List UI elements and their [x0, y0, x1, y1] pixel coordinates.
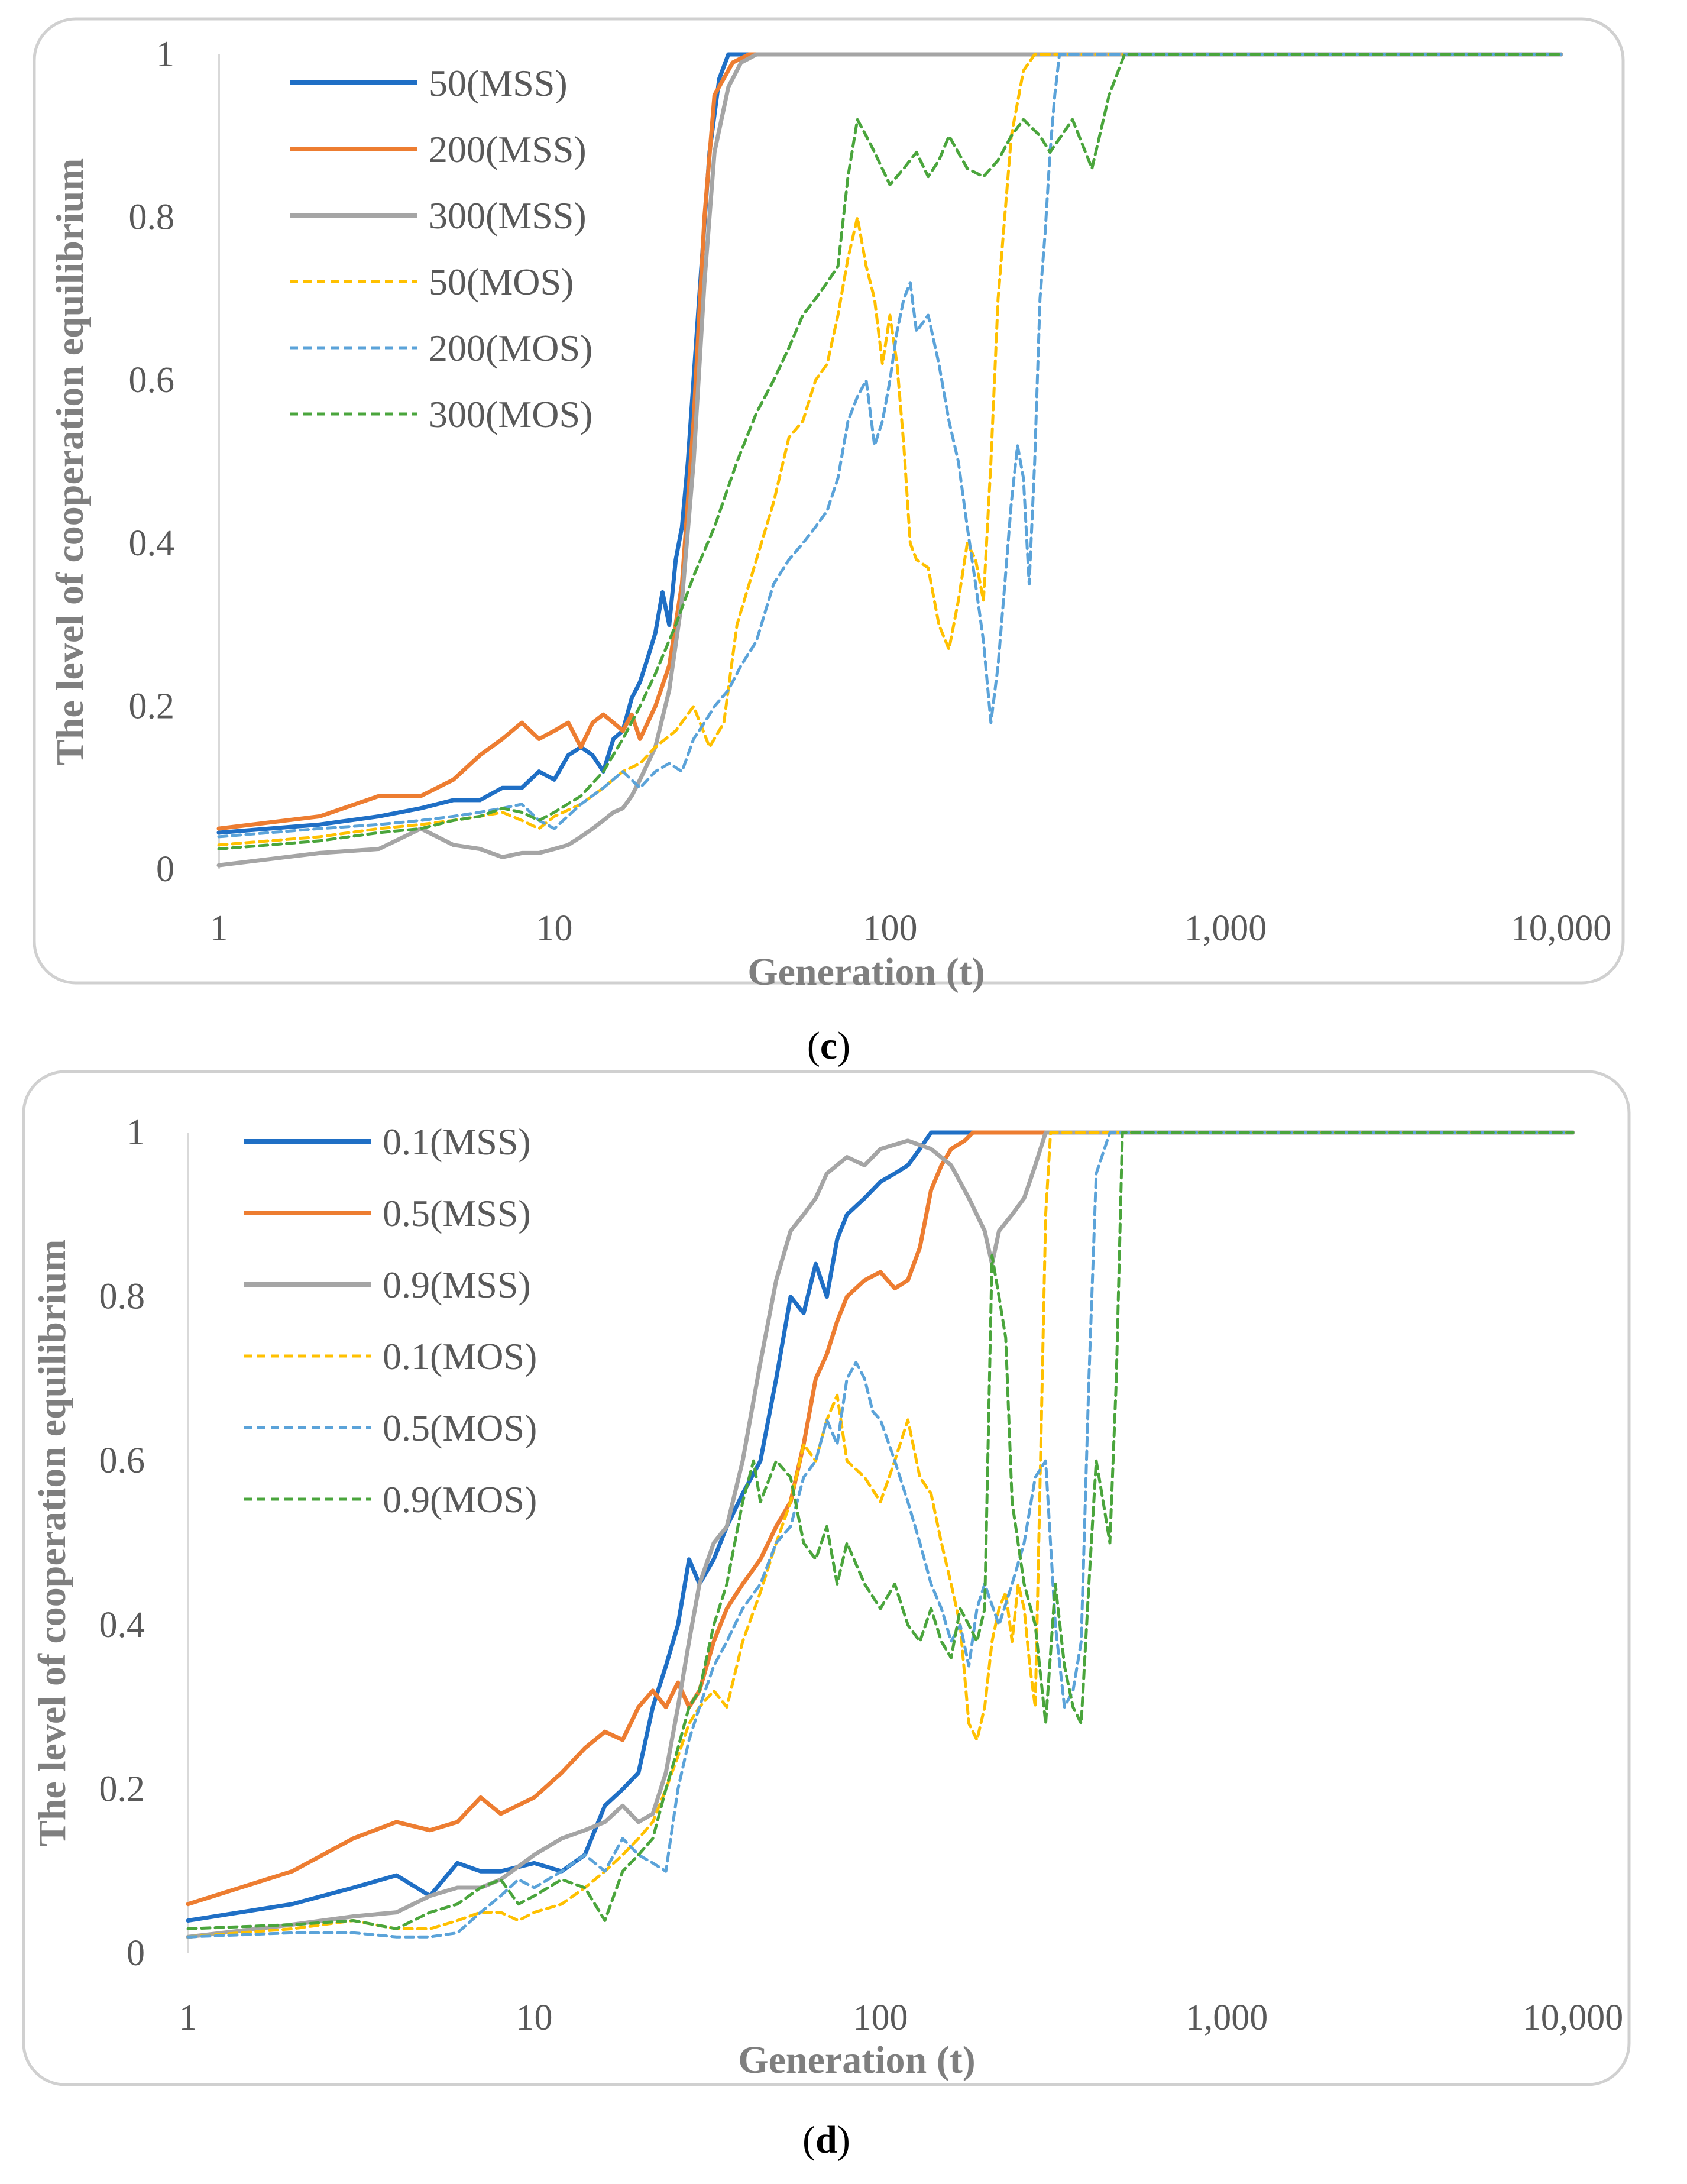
x-axis-title: Generation (t): [747, 950, 985, 994]
legend-entry: 300(MOS): [429, 393, 592, 435]
y-tick-label: 0.4: [99, 1605, 145, 1645]
chart-panel-c: 0 0.2 0.4 0.6 0.8 1 1 10 100 1,000 10,000 Generatio…: [33, 17, 1625, 1067]
y-tick-label: 1: [156, 34, 174, 75]
x-tick-label: 10: [536, 908, 573, 949]
legend-entry: 200(MOS): [429, 327, 592, 369]
series-line: [186, 1131, 1575, 1939]
chart-panel-d: 0 0.2 0.4 0.6 0.8 1 1 10 100 1,000 10,000 Generatio…: [22, 1070, 1631, 2162]
series-line: [216, 52, 1563, 831]
panel-letter: c: [820, 1024, 837, 1067]
legend-entry: 50(MOS): [429, 261, 574, 303]
x-tick-label: 1: [210, 908, 228, 949]
chart-frame: [22, 1070, 1631, 2086]
x-tick-label: 100: [853, 1998, 908, 2038]
y-axis-title: The level of cooperation equilibrium: [48, 158, 92, 766]
panel-caption: (d): [802, 2118, 850, 2162]
legend-entry: 0.1(MSS): [383, 1121, 531, 1163]
y-tick-label: 0.6: [99, 1441, 145, 1481]
panel-letter: d: [815, 2118, 837, 2162]
y-tick-label: 0.6: [129, 360, 175, 400]
legend-entry: 300(MSS): [429, 195, 587, 237]
y-tick-label: 0.8: [99, 1277, 145, 1317]
legend-entry: 50(MSS): [429, 62, 568, 104]
series-line: [217, 53, 1563, 847]
x-tick-label: 10: [516, 1998, 553, 2038]
series-line: [217, 53, 1563, 839]
x-tick-label: 1: [179, 1998, 197, 2038]
chart-frame: [33, 17, 1625, 985]
legend-entry: 200(MSS): [429, 128, 587, 170]
legend-entry: 0.9(MSS): [383, 1264, 531, 1306]
x-tick-label: 100: [863, 908, 918, 949]
x-axis-title: Generation (t): [738, 2039, 975, 2082]
legend: 0.1(MSS) 0.5(MSS) 0.9(MSS) 0.1(MOS) 0.5(MOS)…: [244, 1121, 537, 1520]
series-line: [216, 52, 1563, 835]
y-tick-label: 0.2: [99, 1769, 145, 1809]
series-line: [186, 1131, 1575, 1939]
y-tick-label: 0: [156, 849, 174, 889]
x-tick-label: 1,000: [1186, 1998, 1268, 2038]
y-tick-label: 0.8: [129, 198, 175, 238]
x-tick-label: 1,000: [1184, 908, 1267, 949]
series-line: [217, 53, 1563, 850]
x-tick-label: 10,000: [1523, 1998, 1624, 2038]
panel-caption: (c): [807, 1024, 850, 1067]
series-line: [216, 52, 1563, 868]
y-tick-label: 0: [127, 1933, 145, 1973]
y-tick-label: 1: [127, 1112, 145, 1153]
y-tick-label: 0.4: [129, 523, 175, 564]
legend-entry: 0.5(MSS): [383, 1192, 531, 1234]
legend: 50(MSS) 200(MSS) 300(MSS) 50(MOS) 200(MOS) 30…: [290, 62, 592, 435]
legend-entry: 0.1(MOS): [383, 1335, 537, 1377]
legend-entry: 0.9(MOS): [383, 1478, 537, 1520]
series-line: [186, 1130, 1575, 1907]
legend-entry: 0.5(MOS): [383, 1407, 537, 1449]
x-tick-label: 10,000: [1511, 908, 1612, 949]
y-tick-label: 0.2: [129, 686, 175, 726]
series-line: [186, 1131, 1575, 1930]
y-axis-title: The level of cooperation equilibrium: [31, 1240, 74, 1847]
